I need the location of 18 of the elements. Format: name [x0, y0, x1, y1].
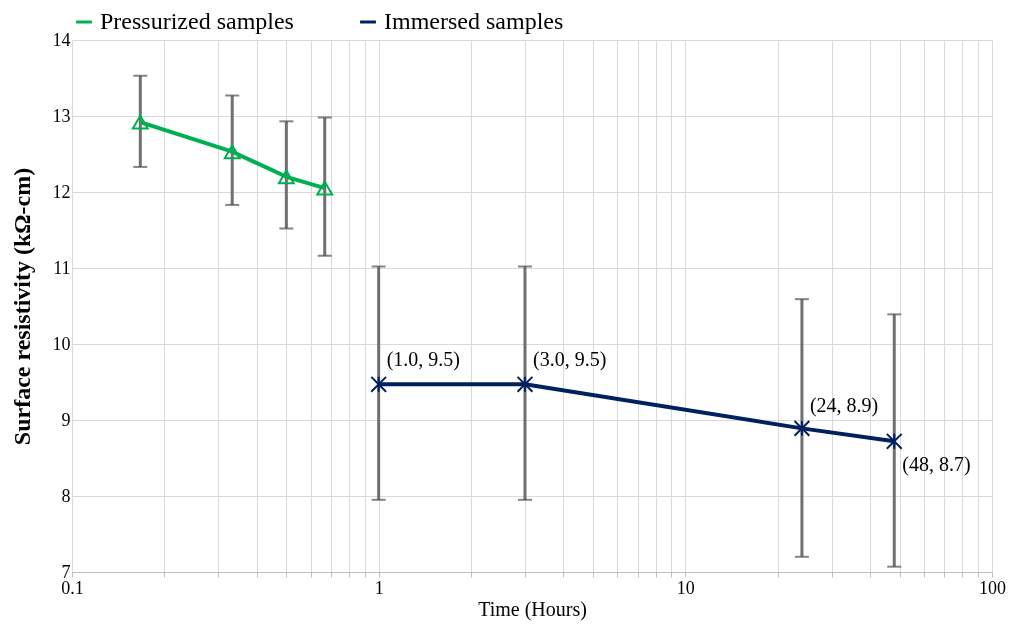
y-tick-label: 11: [53, 257, 71, 278]
y-tick-label: 14: [52, 29, 71, 50]
x-tick-label: 10: [676, 577, 695, 598]
y-tick-label: 8: [61, 485, 71, 506]
x-tick-label: 1: [374, 577, 384, 598]
y-tick-label: 9: [61, 409, 71, 430]
y-tick-label: 10: [52, 333, 71, 354]
legend-label: Immersed samples: [384, 8, 564, 34]
y-axis-title: Surface resistivity (kΩ-cm): [8, 167, 35, 446]
legend-label: Pressurized samples: [100, 8, 294, 34]
x-axis-title: Time (Hours): [478, 597, 587, 621]
annotation: (3.0, 9.5): [532, 348, 607, 371]
annotation: (1.0, 9.5): [386, 348, 460, 371]
x-tick-label: 100: [979, 577, 1006, 598]
y-tick-label: 12: [52, 181, 71, 202]
annotation: (24, 8.9): [809, 393, 879, 417]
y-tick-label: 13: [52, 105, 71, 126]
annotation: (48, 8.7): [902, 452, 971, 476]
